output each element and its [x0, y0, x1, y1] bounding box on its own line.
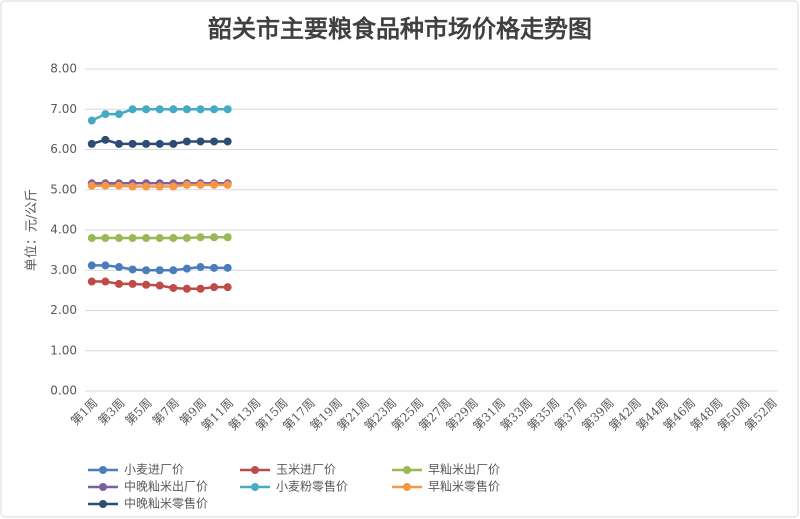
data-point: [101, 261, 110, 270]
data-point: [196, 263, 205, 272]
data-point: [155, 182, 164, 191]
legend-label: 小麦进厂价: [124, 463, 184, 477]
data-point: [114, 279, 123, 288]
data-point: [87, 139, 96, 148]
data-point: [182, 105, 191, 114]
data-point: [155, 266, 164, 275]
data-point: [142, 182, 151, 191]
y-tick-label: 6.00: [50, 142, 77, 156]
data-point: [196, 284, 205, 293]
data-point: [114, 263, 123, 272]
y-tick-label: 0.00: [50, 384, 77, 398]
data-point: [87, 116, 96, 125]
data-point: [169, 283, 178, 292]
y-axis-label: 单位：元/公斤: [25, 189, 40, 271]
legend-marker: [403, 483, 411, 491]
data-point: [87, 234, 96, 243]
legend-label: 玉米进厂价: [276, 463, 336, 477]
data-point: [142, 139, 151, 148]
chart-title: 韶关市主要粮食品种市场价格走势图: [208, 15, 592, 43]
data-point: [169, 266, 178, 275]
data-point: [223, 105, 232, 114]
y-tick-label: 4.00: [50, 223, 77, 237]
data-point: [169, 234, 178, 243]
data-point: [223, 263, 232, 272]
data-point: [128, 234, 137, 243]
data-point: [101, 135, 110, 144]
y-tick-label: 2.00: [50, 303, 77, 317]
data-point: [169, 105, 178, 114]
data-point: [87, 181, 96, 190]
data-point: [223, 180, 232, 189]
data-point: [210, 105, 219, 114]
data-point: [142, 280, 151, 289]
data-point: [87, 261, 96, 270]
data-point: [210, 137, 219, 146]
data-point: [114, 110, 123, 119]
data-point: [223, 137, 232, 146]
data-point: [196, 180, 205, 189]
legend-marker: [99, 466, 107, 474]
legend-label: 中晚籼米零售价: [124, 496, 208, 511]
data-point: [210, 180, 219, 189]
y-tick-label: 1.00: [50, 343, 77, 357]
data-point: [114, 234, 123, 243]
data-point: [155, 139, 164, 148]
y-tick-label: 3.00: [50, 263, 77, 277]
data-point: [169, 139, 178, 148]
data-point: [210, 233, 219, 242]
legend-marker: [251, 483, 259, 491]
legend-marker: [403, 466, 411, 474]
data-point: [196, 233, 205, 242]
data-point: [128, 105, 137, 114]
data-point: [182, 137, 191, 146]
legend-label: 中晚籼米出厂价: [124, 479, 208, 494]
legend-marker: [99, 483, 107, 491]
data-point: [142, 266, 151, 275]
data-point: [101, 277, 110, 286]
data-point: [142, 105, 151, 114]
data-point: [128, 265, 137, 274]
data-point: [182, 234, 191, 243]
data-point: [155, 234, 164, 243]
legend-marker: [99, 500, 107, 508]
data-point: [182, 264, 191, 273]
y-tick-label: 8.00: [50, 62, 77, 76]
data-point: [101, 110, 110, 119]
data-point: [210, 283, 219, 292]
data-point: [223, 233, 232, 242]
data-point: [155, 281, 164, 290]
data-point: [101, 234, 110, 243]
data-point: [155, 105, 164, 114]
legend-marker: [251, 466, 259, 474]
data-point: [223, 283, 232, 292]
data-point: [210, 263, 219, 272]
data-point: [128, 279, 137, 288]
legend-label: 小麦粉零售价: [276, 479, 348, 494]
data-point: [196, 137, 205, 146]
data-point: [114, 139, 123, 148]
data-point: [101, 181, 110, 190]
data-point: [169, 182, 178, 191]
legend-label: 早籼米零售价: [428, 479, 500, 494]
data-point: [114, 181, 123, 190]
data-point: [128, 182, 137, 191]
y-tick-label: 7.00: [50, 102, 77, 116]
data-point: [182, 180, 191, 189]
data-point: [128, 139, 137, 148]
data-point: [87, 277, 96, 286]
y-tick-label: 5.00: [50, 182, 77, 196]
data-point: [142, 234, 151, 243]
legend-label: 早籼米出厂价: [428, 463, 500, 477]
data-point: [196, 105, 205, 114]
data-point: [182, 284, 191, 293]
